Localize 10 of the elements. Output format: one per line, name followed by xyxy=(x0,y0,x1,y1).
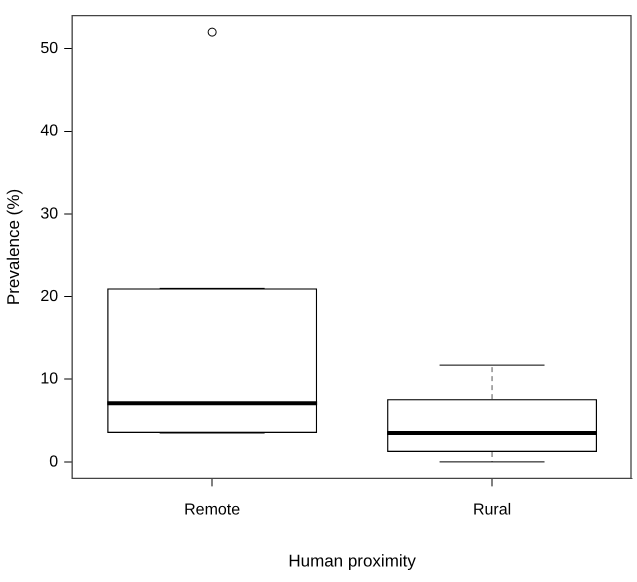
x-tick-label: Rural xyxy=(472,501,512,518)
x-tick-label: Remote xyxy=(184,501,240,518)
x-axis-title: Human proximity xyxy=(288,551,416,570)
y-tick-label: 20 xyxy=(40,288,58,305)
y-axis-title: Prevalence (%) xyxy=(4,188,23,306)
y-tick-label: 50 xyxy=(40,40,58,58)
y-tick-label: 10 xyxy=(40,370,58,388)
y-tick-label: 40 xyxy=(40,122,58,140)
y-tick-label: 0 xyxy=(49,453,58,470)
y-tick-label: 30 xyxy=(40,205,58,222)
